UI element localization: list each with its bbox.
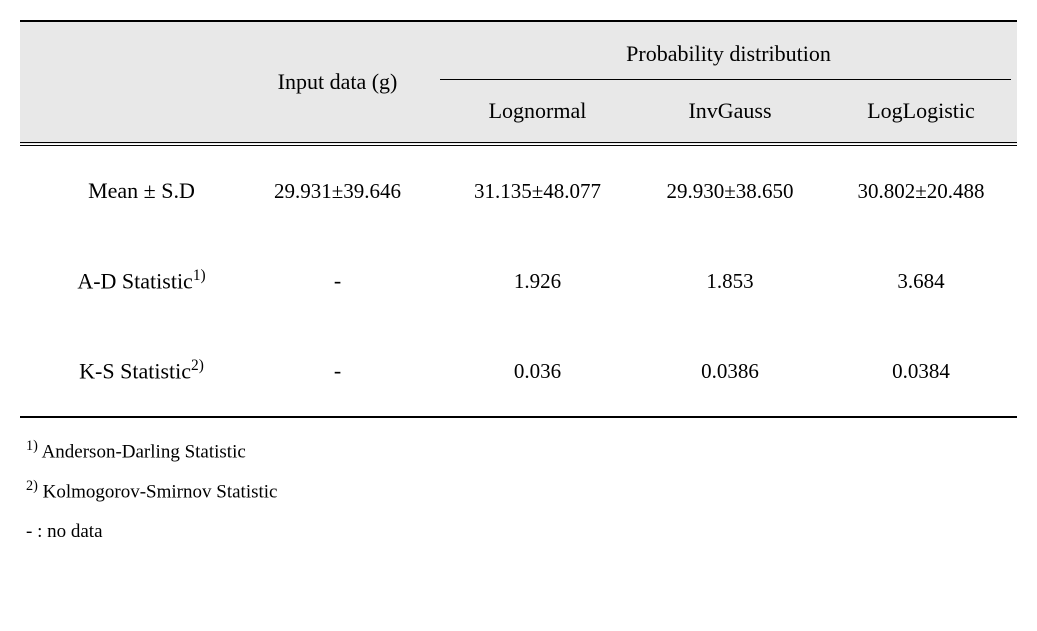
footnote-1: 1) Anderson-Darling Statistic	[26, 432, 1017, 472]
row-mean-sd: Mean ± S.D 29.931±39.646 31.135±48.077 2…	[20, 144, 1017, 236]
statistics-table: Input data (g) Probability distribution …	[20, 20, 1017, 418]
row-ad-statistic: A-D Statistic1) - 1.926 1.853 3.684	[20, 236, 1017, 326]
footnote-2-sup: 2)	[26, 478, 38, 494]
header-input-data: Input data (g)	[235, 21, 440, 144]
probability-distribution-underline	[440, 79, 1011, 80]
header-invgauss: InvGauss	[635, 80, 825, 144]
cell-mean-invgauss: 29.930±38.650	[635, 144, 825, 236]
ks-label-sup: 2)	[191, 357, 204, 374]
cell-mean-lognormal: 31.135±48.077	[440, 144, 635, 236]
table-header: Input data (g) Probability distribution …	[20, 21, 1017, 144]
cell-ad-label: A-D Statistic1)	[20, 236, 235, 326]
ad-label-sup: 1)	[193, 267, 206, 284]
probability-distribution-label: Probability distribution	[440, 35, 1017, 67]
cell-mean-loglogistic: 30.802±20.488	[825, 144, 1017, 236]
footnote-2: 2) Kolmogorov-Smirnov Statistic	[26, 472, 1017, 512]
cell-ks-label: K-S Statistic2)	[20, 326, 235, 417]
statistics-table-container: Input data (g) Probability distribution …	[20, 20, 1017, 552]
cell-ad-lognormal: 1.926	[440, 236, 635, 326]
row-ks-statistic: K-S Statistic2) - 0.036 0.0386 0.0384	[20, 326, 1017, 417]
footnote-2-text: Kolmogorov-Smirnov Statistic	[38, 482, 278, 503]
cell-ks-lognormal: 0.036	[440, 326, 635, 417]
ad-label-text: A-D Statistic	[77, 269, 193, 294]
header-lognormal: Lognormal	[440, 80, 635, 144]
header-probability-distribution: Probability distribution	[440, 21, 1017, 80]
cell-ad-input: -	[235, 236, 440, 326]
header-loglogistic: LogLogistic	[825, 80, 1017, 144]
cell-mean-input: 29.931±39.646	[235, 144, 440, 236]
footnote-1-text: Anderson-Darling Statistic	[38, 441, 246, 462]
header-blank	[20, 21, 235, 144]
footnotes: 1) Anderson-Darling Statistic 2) Kolmogo…	[20, 432, 1017, 552]
cell-ad-invgauss: 1.853	[635, 236, 825, 326]
cell-mean-label: Mean ± S.D	[20, 144, 235, 236]
cell-ks-loglogistic: 0.0384	[825, 326, 1017, 417]
cell-ad-loglogistic: 3.684	[825, 236, 1017, 326]
ks-label-text: K-S Statistic	[79, 359, 191, 384]
footnote-1-sup: 1)	[26, 438, 38, 454]
table-body: Mean ± S.D 29.931±39.646 31.135±48.077 2…	[20, 144, 1017, 417]
footnote-3: - : no data	[26, 512, 1017, 552]
cell-ks-input: -	[235, 326, 440, 417]
cell-ks-invgauss: 0.0386	[635, 326, 825, 417]
